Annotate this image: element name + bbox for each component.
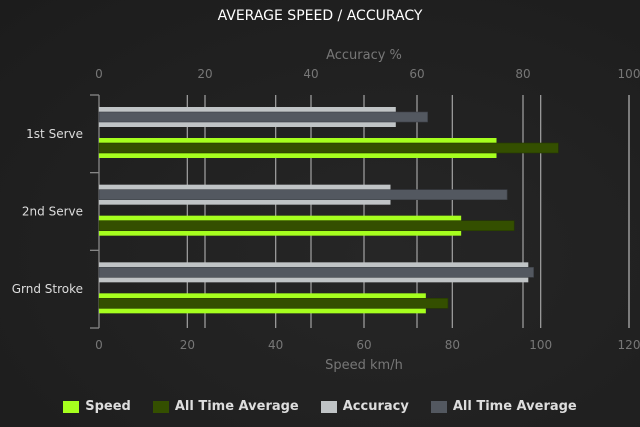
category-label: Grnd Stroke xyxy=(12,282,83,296)
bottom-tick-label: 100 xyxy=(529,338,552,352)
bottom-axis-title: Speed km/h xyxy=(325,358,403,373)
top-tick-label: 40 xyxy=(303,67,318,81)
bottom-tick-label: 60 xyxy=(356,338,371,352)
bar-speed-average xyxy=(98,220,515,231)
legend-item-accuracy-average[interactable]: All Time Average xyxy=(430,399,577,414)
chart-title: AVERAGE SPEED / ACCURACY xyxy=(217,8,423,24)
bottom-tick-label: 120 xyxy=(618,338,640,352)
bottom-tick-label: 20 xyxy=(180,338,195,352)
legend-swatch xyxy=(63,400,80,413)
bar-accuracy-average xyxy=(98,111,428,123)
legend: Speed All Time Average Accuracy All Time… xyxy=(0,399,640,414)
legend-swatch xyxy=(320,400,337,413)
top-tick-label: 80 xyxy=(515,67,530,81)
legend-label: All Time Average xyxy=(452,399,577,414)
top-tick-label: 60 xyxy=(409,67,424,81)
bar-accuracy-average xyxy=(98,267,534,278)
legend-item-speed[interactable]: Speed xyxy=(63,399,131,414)
top-tick-label: 0 xyxy=(95,67,103,81)
category-label: 1st Serve xyxy=(26,127,83,141)
bar-speed-average xyxy=(98,142,559,154)
bar-accuracy-average xyxy=(98,189,508,200)
legend-label: All Time Average xyxy=(174,399,299,414)
top-tick-label: 100 xyxy=(618,67,640,81)
bottom-tick-label: 80 xyxy=(445,338,460,352)
legend-item-speed-average[interactable]: All Time Average xyxy=(152,399,299,414)
legend-label: Speed xyxy=(85,399,131,414)
top-axis-title: Accuracy % xyxy=(326,48,402,63)
category-label: 2nd Serve xyxy=(22,205,83,219)
legend-swatch xyxy=(430,400,447,413)
legend-swatch xyxy=(152,400,169,413)
legend-label: Accuracy xyxy=(342,399,409,414)
bar-speed-average xyxy=(98,298,449,309)
legend-item-accuracy[interactable]: Accuracy xyxy=(320,399,409,414)
bottom-tick-label: 40 xyxy=(268,338,283,352)
bottom-tick-label: 0 xyxy=(95,338,103,352)
top-tick-label: 20 xyxy=(197,67,212,81)
